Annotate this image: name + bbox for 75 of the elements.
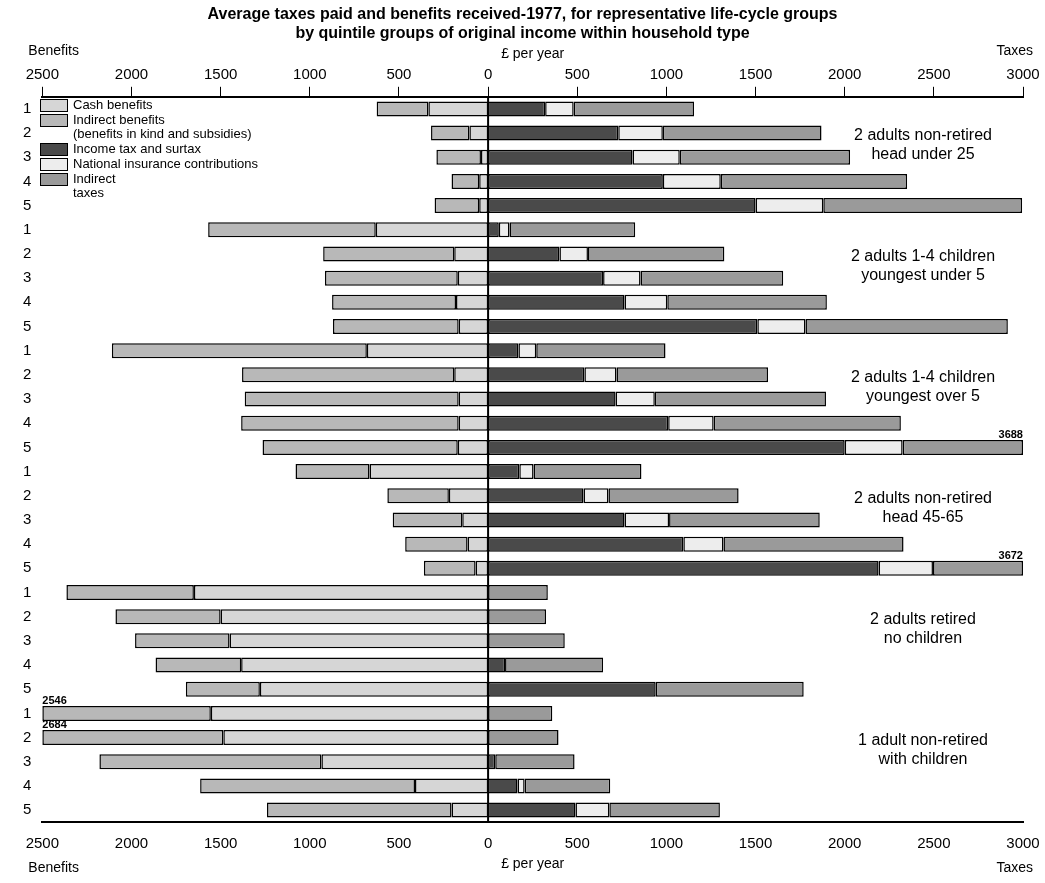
x2-tick-label: 2500 — [917, 64, 951, 82]
x-tick-label: 3000 — [1006, 834, 1040, 852]
x2-tick-label: 1500 — [738, 64, 773, 82]
annotation: 3688 — [998, 427, 1023, 440]
y-tick-label: 3 — [23, 268, 32, 286]
legend-label: National insurance contributions — [73, 156, 258, 171]
y-tick-label: 4 — [23, 534, 32, 552]
y-tick-label: 5 — [23, 800, 32, 818]
y-tick-label: 5 — [23, 679, 32, 697]
annotation: 2 adults non-retired head 45-65 — [854, 488, 992, 525]
y-tick-label: 4 — [23, 171, 32, 189]
legend-label: Income tax and surtax — [73, 141, 201, 156]
y-tick-label: 3 — [23, 751, 32, 769]
x-tick-label: 1000 — [649, 834, 684, 852]
annotation: 1 adult non-retired with children — [858, 730, 988, 767]
y-tick-label: 2 — [23, 606, 32, 624]
x2-tick-label: 2000 — [114, 64, 149, 82]
y-tick-label: 4 — [23, 292, 32, 310]
legend-label: Indirect benefits (benefits in kind and subsidies) — [73, 112, 252, 141]
x-tick-label: 0 — [483, 834, 493, 852]
x-tick-label: 2500 — [25, 834, 60, 852]
y-tick-label: 5 — [23, 195, 32, 213]
annotation: 2 adults retired no children — [870, 609, 976, 646]
text: Benefits — [28, 858, 79, 875]
y-tick-label: 1 — [23, 703, 32, 721]
y-tick-label: 1 — [23, 99, 32, 117]
y-tick-label: 2 — [23, 244, 32, 262]
y-tick-label: 2 — [23, 365, 32, 383]
y-tick-label: 5 — [23, 558, 32, 576]
y-tick-label: 1 — [23, 340, 32, 358]
y-tick-label: 1 — [23, 219, 32, 237]
x2-tick-label: 500 — [564, 64, 590, 82]
y-tick-label: 2 — [23, 485, 32, 503]
x2-axis-title: £ per year — [501, 45, 565, 62]
y-tick-label: 3 — [23, 389, 32, 407]
y-tick-label: 3 — [23, 147, 32, 165]
y-tick-label: 4 — [23, 413, 32, 431]
annotation: 2546 — [42, 693, 67, 706]
legend-label: Indirect taxes — [73, 171, 116, 200]
y-tick-label: 5 — [23, 316, 32, 334]
y-tick-label: 1 — [23, 582, 32, 600]
y-tick-label: 1 — [23, 461, 32, 479]
annotation: 2 adults non-retired head under 25 — [854, 126, 992, 163]
y-tick-label: 3 — [23, 630, 32, 648]
text: Taxes — [996, 41, 1033, 58]
x-tick-label: 500 — [386, 834, 412, 852]
y-tick-label: 2 — [23, 727, 32, 745]
y-tick-label: 4 — [23, 655, 32, 673]
annotation: 2 adults 1-4 children youngest over 5 — [850, 367, 996, 404]
x-tick-label: 2000 — [828, 834, 862, 852]
y-tick-label: 4 — [23, 776, 32, 794]
y-tick-label: 3 — [23, 510, 32, 528]
x-tick-label: 2500 — [917, 834, 951, 852]
legend-label: Cash benefits — [73, 97, 153, 112]
x-tick-label: 1500 — [738, 834, 773, 852]
x-tick-label: 1500 — [203, 834, 238, 852]
x2-tick-label: 0 — [483, 64, 493, 82]
x2-tick-label: 1000 — [649, 64, 684, 82]
text: Taxes — [996, 858, 1033, 875]
x2-tick-label: 500 — [386, 64, 412, 82]
annotation: 2 adults 1-4 children youngest under 5 — [850, 246, 996, 283]
x2-tick-label: 2500 — [25, 64, 60, 82]
y-tick-label: 5 — [23, 437, 32, 455]
text: Benefits — [28, 41, 79, 58]
x-axis-title: £ per year — [501, 855, 565, 872]
y-tick-label: 2 — [23, 123, 32, 141]
x2-tick-label: 2000 — [828, 64, 862, 82]
x2-tick-label: 1000 — [293, 64, 327, 82]
x2-tick-label: 3000 — [1006, 64, 1040, 82]
annotation: 3672 — [998, 548, 1023, 561]
x-tick-label: 2000 — [114, 834, 149, 852]
x-tick-label: 500 — [564, 834, 590, 852]
chart-title: Average taxes paid and benefits received-1977, for representative life-cycle groups by quintile groups of original income within household type — [206, 4, 839, 42]
x2-tick-label: 1500 — [203, 64, 238, 82]
x-tick-label: 1000 — [293, 834, 327, 852]
